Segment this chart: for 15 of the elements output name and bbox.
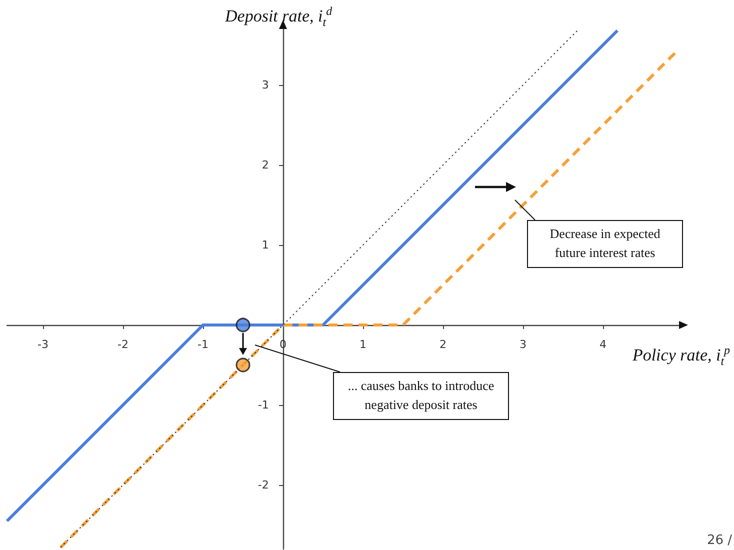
x-tick-label: -2 [118, 338, 128, 351]
text: 26 / [706, 533, 732, 548]
annotation: ... causes banks to introduce negative deposit rates [333, 372, 509, 420]
annotation: Decrease in expected future interest rates [527, 220, 683, 268]
x-tick-label: 1 [360, 338, 366, 351]
y-tick-label: 3 [262, 78, 269, 92]
y-tick-label: -2 [258, 478, 269, 492]
x-tick-label: -1 [198, 338, 208, 351]
y-tick-label: 2 [262, 158, 269, 172]
y-tick-label: 1 [262, 238, 269, 252]
x-tick-label: -3 [38, 338, 48, 351]
y-tick-label: -1 [258, 398, 269, 412]
x-tick-label: 3 [520, 338, 526, 351]
x-tick-label: 2 [440, 338, 446, 351]
x-tick-label: 4 [600, 338, 606, 351]
